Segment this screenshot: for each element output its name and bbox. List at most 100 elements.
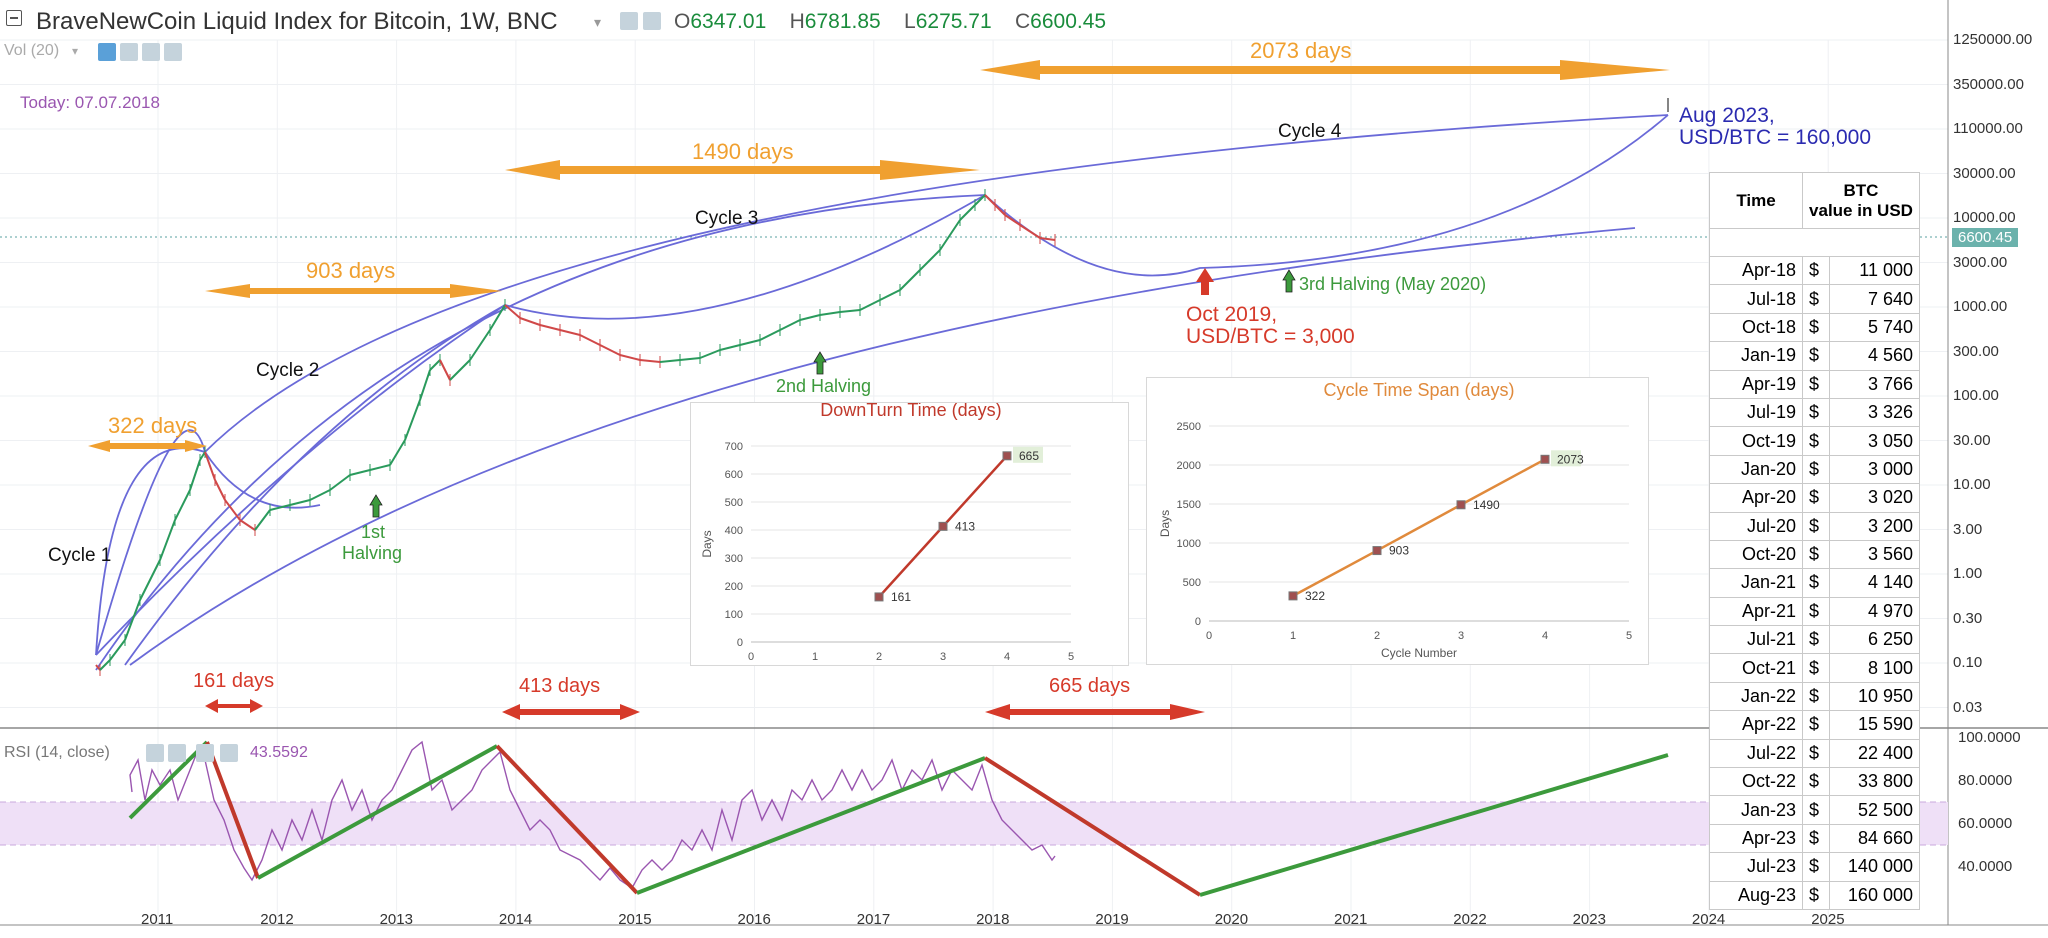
inset-y-tick: 100	[725, 609, 743, 621]
table-row: Apr-23 $84 660	[1710, 824, 1920, 852]
currency-cell: $	[1803, 654, 1830, 682]
y-tick-label: 3000.00	[1953, 254, 2007, 271]
downturn-chart: DownTurn Time (days)01002003004005006007…	[691, 403, 1128, 665]
value-cell: 11 000	[1830, 257, 1920, 285]
inset-y-tick: 600	[725, 469, 743, 481]
chart-title: BraveNewCoin Liquid Index for Bitcoin, 1…	[36, 8, 558, 36]
rsi-add-icon[interactable]	[196, 744, 214, 762]
time-cell: Oct-22	[1710, 768, 1803, 796]
y-tick-label: 1000.00	[1953, 298, 2007, 315]
rsi-band	[0, 802, 1948, 845]
value-cell: 33 800	[1830, 768, 1920, 796]
value-cell: 3 326	[1830, 398, 1920, 426]
table-row: Jan-23 $52 500	[1710, 796, 1920, 824]
currency-cell: $	[1803, 881, 1830, 909]
rsi-eye-icon[interactable]	[146, 744, 164, 762]
inset-x-tick: 3	[940, 651, 946, 663]
x-tick-label: 2018	[976, 911, 1009, 928]
inset-y-tick: 500	[1183, 577, 1201, 589]
inset-x-tick: 0	[748, 651, 754, 663]
gear-icon[interactable]	[643, 12, 661, 30]
x-tick-label: 2023	[1573, 911, 1606, 928]
table-row: Apr-21 $4 970	[1710, 597, 1920, 625]
inset-x-tick: 1	[1290, 630, 1296, 642]
currency-cell: $	[1803, 398, 1830, 426]
x-tick-label: 2020	[1215, 911, 1248, 928]
rsi-close-icon[interactable]	[220, 744, 238, 762]
y-tick-label: 30000.00	[1953, 165, 2016, 182]
current-price-tag: 6600.45	[1952, 228, 2018, 247]
annot-413: 413 days	[519, 675, 600, 698]
inset-data-label: 1490	[1473, 498, 1500, 512]
inset-x-tick: 3	[1458, 630, 1464, 642]
time-cell: Jan-23	[1710, 796, 1803, 824]
currency-cell: $	[1803, 853, 1830, 881]
inset-x-tick: 4	[1004, 651, 1010, 663]
x-tick-label: 2017	[857, 911, 890, 928]
annot-oct-price: USD/BTC = 3,000	[1186, 325, 1355, 349]
inset-y-label: Days	[700, 530, 714, 557]
inset-data-label: 903	[1389, 544, 1409, 558]
vol-label[interactable]: Vol (20)	[4, 42, 59, 60]
close-icon[interactable]	[164, 43, 182, 61]
value-cell: 7 640	[1830, 285, 1920, 313]
inset-x-tick: 5	[1626, 630, 1632, 642]
inset-point	[1003, 452, 1011, 460]
value-cell: 10 950	[1830, 682, 1920, 710]
settings-icon[interactable]	[620, 12, 638, 30]
settings-small-icon[interactable]	[120, 43, 138, 61]
x-tick-label: 2025	[1811, 911, 1844, 928]
currency-cell: $	[1803, 484, 1830, 512]
eye-icon[interactable]	[98, 43, 116, 61]
table-row: Jul-23 $140 000	[1710, 853, 1920, 881]
annot-cycle1: Cycle 1	[48, 545, 111, 567]
collapse-icon[interactable]	[6, 10, 22, 26]
x-tick-label: 2015	[618, 911, 651, 928]
table-row: Apr-18 $11 000	[1710, 257, 1920, 285]
inset-y-tick: 200	[725, 581, 743, 593]
y-tick-label: 0.10	[1953, 654, 1982, 671]
time-cell: Jul-23	[1710, 853, 1803, 881]
inset-data-label: 2073	[1557, 452, 1584, 466]
time-cell: Jul-18	[1710, 285, 1803, 313]
annot-halving2: 2nd Halving	[776, 376, 871, 397]
currency-cell: $	[1803, 427, 1830, 455]
table-row: Jul-22 $22 400	[1710, 739, 1920, 767]
y-tick-label: 300.00	[1953, 343, 1999, 360]
table-row: Jan-19 $4 560	[1710, 342, 1920, 370]
y-tick-label: 10000.00	[1953, 209, 2016, 226]
table-row: Jul-19 $3 326	[1710, 398, 1920, 426]
value-cell: 140 000	[1830, 853, 1920, 881]
x-tick-label: 2021	[1334, 911, 1367, 928]
x-tick-label: 2022	[1453, 911, 1486, 928]
annot-2073: 2073 days	[1250, 38, 1352, 64]
annot-aug-2023: Aug 2023,	[1679, 104, 1775, 128]
time-cell: Jul-22	[1710, 739, 1803, 767]
vol-dropdown-icon[interactable]: ▾	[72, 44, 78, 58]
inset-y-tick: 1500	[1177, 499, 1201, 511]
add-icon[interactable]	[142, 43, 160, 61]
x-tick-label: 2011	[141, 911, 173, 928]
x-tick-label: 2014	[499, 911, 532, 928]
value-cell: 4 970	[1830, 597, 1920, 625]
value-cell: 160 000	[1830, 881, 1920, 909]
time-cell: Apr-23	[1710, 824, 1803, 852]
today-label: Today: 07.07.2018	[20, 93, 160, 113]
inset-x-label: Cycle Number	[1381, 646, 1457, 660]
value-cell: 5 740	[1830, 313, 1920, 341]
value-cell: 6 250	[1830, 626, 1920, 654]
inset-point	[1289, 592, 1297, 600]
time-cell: Oct-18	[1710, 313, 1803, 341]
time-cell: Jan-21	[1710, 569, 1803, 597]
table-spacer	[1710, 229, 1920, 257]
inset-x-tick: 5	[1068, 651, 1074, 663]
rsi-settings-icon[interactable]	[168, 744, 186, 762]
time-cell: Apr-21	[1710, 597, 1803, 625]
inset-data-label: 413	[955, 519, 975, 533]
time-cell: Apr-19	[1710, 370, 1803, 398]
value-cell: 3 000	[1830, 455, 1920, 483]
dropdown-icon[interactable]: ▾	[594, 14, 601, 31]
rsi-label[interactable]: RSI (14, close)	[4, 744, 110, 762]
table-row: Jan-20 $3 000	[1710, 455, 1920, 483]
col-time-header: Time	[1710, 173, 1803, 229]
